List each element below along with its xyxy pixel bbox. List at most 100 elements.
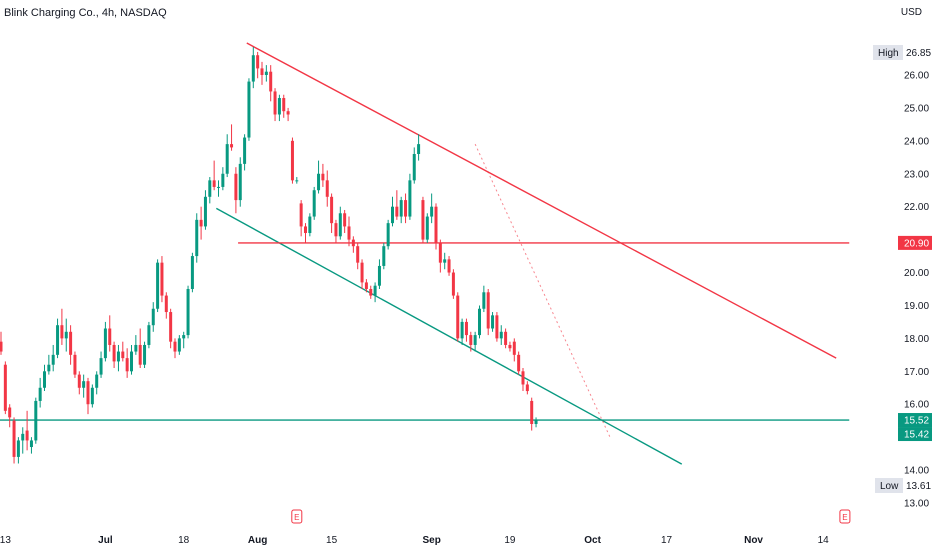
candle	[47, 354, 51, 375]
candle	[525, 381, 529, 395]
high-badge-bg	[873, 45, 903, 60]
candle	[243, 134, 247, 171]
candle-body	[495, 315, 499, 339]
candle-body	[412, 154, 416, 181]
candle	[12, 417, 16, 464]
candle-body	[99, 358, 103, 375]
candle	[130, 344, 133, 375]
candle	[308, 213, 312, 237]
candle	[264, 65, 268, 82]
candle	[295, 177, 299, 184]
low-badge-label: Low	[880, 481, 899, 492]
candle-body	[334, 223, 338, 237]
candle	[160, 256, 164, 303]
y-tick-label: 17.00	[904, 367, 929, 378]
candle	[312, 186, 316, 220]
candle-body	[264, 71, 268, 75]
candle	[221, 167, 225, 191]
candle-body	[534, 420, 538, 424]
candle	[134, 335, 138, 355]
candle	[51, 344, 55, 372]
candle	[499, 325, 503, 345]
y-tick-label: 22.00	[904, 202, 929, 213]
candle-body	[469, 335, 473, 345]
candle	[169, 308, 173, 349]
candle-body	[451, 272, 455, 296]
candle-body	[517, 354, 521, 372]
candle-body	[25, 430, 29, 441]
candle	[190, 252, 194, 293]
candle-body	[321, 173, 325, 181]
candle	[73, 351, 77, 378]
candle	[395, 190, 399, 220]
resistance-trendline	[246, 42, 837, 359]
candle-body	[116, 351, 120, 362]
candle	[199, 206, 203, 240]
candle-body	[56, 325, 60, 355]
candle	[299, 200, 303, 237]
candle-body	[86, 381, 90, 405]
candle-body	[225, 144, 229, 174]
candle-body	[203, 196, 207, 227]
candle-body	[143, 344, 147, 365]
candle-body	[456, 295, 460, 339]
candle-body	[217, 186, 220, 188]
candle-body	[369, 288, 373, 296]
candle	[382, 242, 386, 270]
y-tick-label: 13.00	[904, 499, 929, 510]
earnings-marker: E	[839, 509, 851, 524]
candle-body	[147, 325, 151, 345]
candle-body	[330, 196, 334, 224]
candle	[0, 331, 3, 355]
candle	[469, 331, 473, 352]
low-badge: Low 13.61	[875, 478, 931, 493]
candle-body	[134, 344, 138, 352]
candle	[456, 292, 460, 342]
candle	[203, 190, 207, 230]
candle	[412, 147, 416, 184]
candle-body	[417, 144, 421, 155]
high-badge: High 26.85	[873, 45, 931, 60]
candle-body	[186, 288, 190, 336]
candle	[364, 279, 368, 293]
candle-body	[356, 246, 360, 263]
candle	[82, 374, 86, 398]
candle	[304, 223, 307, 243]
candle-body	[251, 55, 255, 82]
candle	[64, 318, 68, 352]
x-tick-label: Oct	[584, 535, 601, 546]
candle-body	[199, 219, 203, 227]
price-label-value: 15.52	[904, 416, 929, 427]
candle-body	[295, 180, 299, 182]
currency-label: USD	[900, 7, 922, 18]
candle	[377, 259, 381, 289]
candle-body	[90, 387, 94, 405]
candle	[434, 203, 438, 250]
earnings-box	[839, 509, 851, 524]
y-tick-label: 25.00	[904, 103, 929, 114]
candle	[330, 193, 334, 234]
candle	[125, 348, 129, 378]
x-tick-label: 19	[504, 535, 516, 546]
candle	[29, 437, 33, 454]
candle	[217, 180, 220, 197]
candle-body	[486, 292, 490, 329]
support-trendline	[215, 207, 683, 465]
price-label: 20.90	[898, 235, 932, 250]
candle-body	[364, 282, 368, 289]
candle-body	[308, 216, 312, 234]
candle-body	[212, 180, 216, 187]
candle-body	[338, 213, 342, 237]
candle-body	[512, 341, 516, 355]
candle	[430, 193, 434, 224]
candle-body	[47, 364, 51, 372]
candle-body	[273, 91, 277, 115]
x-tick-label: 17	[661, 535, 673, 546]
candle	[286, 107, 290, 122]
candle-body	[221, 173, 225, 187]
y-tick-label: 14.00	[904, 466, 929, 477]
candle-body	[0, 341, 3, 352]
candle-body	[182, 335, 186, 339]
